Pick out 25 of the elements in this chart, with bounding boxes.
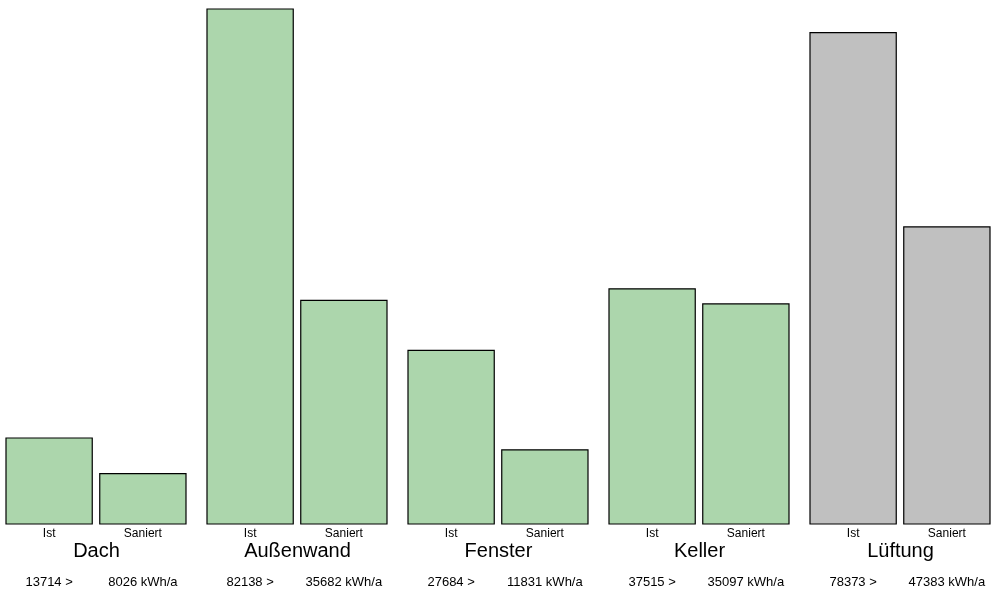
x-tick-label: Saniert	[123, 525, 163, 540]
data-label: 13714 >	[25, 574, 73, 589]
x-axis-title: Fenster	[464, 538, 533, 561]
data-label: 27684 >	[427, 574, 475, 589]
data-label: 35097 kWh/a	[707, 574, 785, 589]
data-label: 37515 >	[628, 574, 676, 589]
x-tick-label: Ist	[444, 525, 459, 540]
x-tick-label: Saniert	[726, 525, 766, 540]
data-label: 11831 kWh/a	[507, 574, 584, 589]
data-label: 47383 kWh/a	[908, 574, 986, 589]
x-tick-label: Ist	[42, 525, 57, 540]
data-label: 78373 >	[829, 574, 877, 589]
x-tick-label: Saniert	[525, 525, 565, 540]
data-label: 35682 kWh/a	[305, 574, 383, 589]
data-label: 8026 kWh/a	[108, 574, 179, 589]
data-label: 82138 >	[226, 574, 274, 589]
x-tick-label: Saniert	[324, 525, 364, 540]
x-tick-label: Ist	[846, 525, 861, 540]
x-tick-label: Saniert	[927, 525, 967, 540]
x-axis-title: Lüftung	[867, 538, 934, 561]
x-tick-label: Ist	[243, 525, 258, 540]
x-axis-title: Keller	[673, 538, 726, 561]
x-tick-label: Ist	[645, 525, 660, 540]
x-axis-title: Dach	[73, 538, 120, 561]
x-axis-title: Außenwand	[244, 538, 351, 561]
